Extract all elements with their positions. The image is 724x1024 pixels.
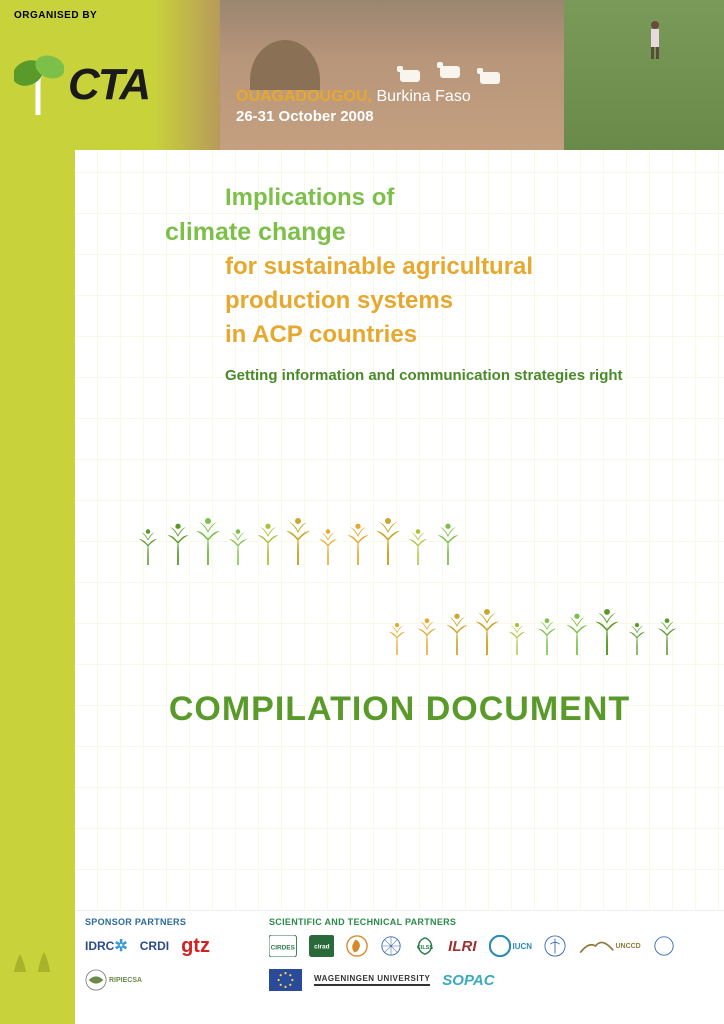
plant-glyph bbox=[564, 611, 590, 660]
decorative-plant-row-1 bbox=[135, 520, 455, 570]
plant-glyph bbox=[594, 606, 620, 660]
svg-text:CILSS: CILSS bbox=[417, 945, 434, 951]
plant-glyph bbox=[315, 527, 341, 570]
plant-glyph bbox=[285, 515, 311, 570]
scitech-partners-column: SCIENTIFIC AND TECHNICAL PARTNERS CIRDES… bbox=[269, 917, 714, 1018]
header-band: ORGANISED BY CTA OUAGADOUGOU, Burkina Fa… bbox=[0, 0, 724, 150]
partner-logo-cirad: cirad bbox=[309, 933, 335, 959]
header-logo-panel: ORGANISED BY CTA bbox=[0, 0, 220, 150]
title-line-1: Implications of bbox=[225, 184, 684, 212]
organised-by-label: ORGANISED BY bbox=[14, 10, 97, 21]
cta-logo-text: CTA bbox=[68, 60, 149, 110]
event-location-block: OUAGADOUGOU, Burkina Faso 26-31 October … bbox=[236, 88, 471, 125]
plant-glyph bbox=[375, 515, 401, 570]
photo-cattle bbox=[400, 70, 420, 82]
title-line-3: for sustainable agricultural bbox=[225, 253, 684, 281]
plant-glyph bbox=[225, 527, 251, 570]
partner-logo-wmo bbox=[380, 933, 402, 959]
plant-glyph bbox=[135, 527, 161, 570]
event-date: 26-31 October 2008 bbox=[236, 108, 471, 125]
event-city: OUAGADOUGOU, Burkina Faso bbox=[236, 88, 471, 106]
cta-logo: CTA bbox=[14, 55, 149, 115]
title-line-5: in ACP countries bbox=[225, 321, 684, 349]
partner-logo-eu bbox=[269, 967, 302, 993]
event-country: Burkina Faso bbox=[376, 88, 470, 105]
scitech-heading: SCIENTIFIC AND TECHNICAL PARTNERS bbox=[269, 917, 714, 927]
decorative-plant-row-2 bbox=[384, 610, 684, 660]
leaf-icon bbox=[14, 55, 64, 115]
plant-glyph bbox=[255, 521, 281, 570]
header-photo-band: OUAGADOUGOU, Burkina Faso 26-31 October … bbox=[220, 0, 724, 150]
partner-logo-crdi: CRDI bbox=[140, 933, 169, 959]
plant-glyph bbox=[474, 606, 500, 660]
plant-glyph bbox=[195, 515, 221, 570]
title-line-2: climate change bbox=[165, 218, 684, 247]
partner-logo-gtz: gtz bbox=[181, 933, 210, 959]
partner-logo-partner bbox=[653, 933, 675, 959]
plant-glyph bbox=[654, 616, 680, 660]
plant-glyph bbox=[384, 621, 410, 660]
plant-glyph bbox=[414, 616, 440, 660]
plant-glyph bbox=[345, 521, 371, 570]
sidebar-plant-deco bbox=[8, 934, 68, 974]
partner-logo-ilri: ILRI bbox=[448, 933, 476, 959]
left-sidebar: CTA ANNUAL SEMINAR 2008 bbox=[0, 0, 75, 1024]
partner-logo-ripiecsa: RIPIECSA bbox=[85, 967, 142, 993]
partner-logo-fao bbox=[544, 933, 566, 959]
photo-cattle bbox=[480, 72, 500, 84]
plant-glyph bbox=[435, 521, 461, 570]
partner-logo-iucn: IUCN bbox=[489, 933, 533, 959]
photo-cattle bbox=[440, 66, 460, 78]
event-city-name: OUAGADOUGOU, bbox=[236, 88, 372, 105]
partner-logo-cilss: CILSS bbox=[414, 933, 436, 959]
partner-logo-sopac: SOPAC bbox=[442, 967, 494, 993]
compilation-heading: COMPILATION DOCUMENT bbox=[75, 690, 724, 729]
plant-glyph bbox=[534, 616, 560, 660]
plant-glyph bbox=[504, 621, 530, 660]
svg-text:cirad: cirad bbox=[314, 944, 329, 951]
sponsor-logo-grid: IDRC ✲ CRDI gtz RIPIECSA bbox=[85, 933, 255, 993]
plant-glyph bbox=[165, 521, 191, 570]
scitech-logo-grid: CIRDES cirad CILSS ILRI IUCN UNCCD WAGENINGEN … bbox=[269, 933, 714, 993]
main-content: Implications of climate change for susta… bbox=[75, 150, 724, 910]
partners-footer: SPONSOR PARTNERS IDRC ✲ CRDI gtz RIPIECSA S… bbox=[75, 910, 724, 1024]
title-line-4: production systems bbox=[225, 287, 684, 315]
partner-logo-cirdes: CIRDES bbox=[269, 933, 297, 959]
partner-logo-unccd: UNCCD bbox=[578, 933, 641, 959]
partner-logo-idrc: IDRC ✲ bbox=[85, 933, 128, 959]
photo-hill-shape bbox=[250, 40, 320, 90]
document-title-block: Implications of climate change for susta… bbox=[135, 184, 684, 384]
photo-farmer bbox=[646, 20, 664, 60]
partner-logo-wageningen-university: WAGENINGEN UNIVERSITY bbox=[314, 967, 430, 993]
sponsor-heading: SPONSOR PARTNERS bbox=[85, 917, 255, 927]
plant-glyph bbox=[405, 527, 431, 570]
plant-glyph bbox=[444, 611, 470, 660]
title-subtitle: Getting information and communication st… bbox=[225, 367, 684, 384]
sponsor-partners-column: SPONSOR PARTNERS IDRC ✲ CRDI gtz RIPIECSA bbox=[85, 917, 255, 1018]
svg-text:CIRDES: CIRDES bbox=[271, 945, 296, 952]
plant-glyph bbox=[624, 621, 650, 660]
partner-logo-africa bbox=[346, 933, 368, 959]
